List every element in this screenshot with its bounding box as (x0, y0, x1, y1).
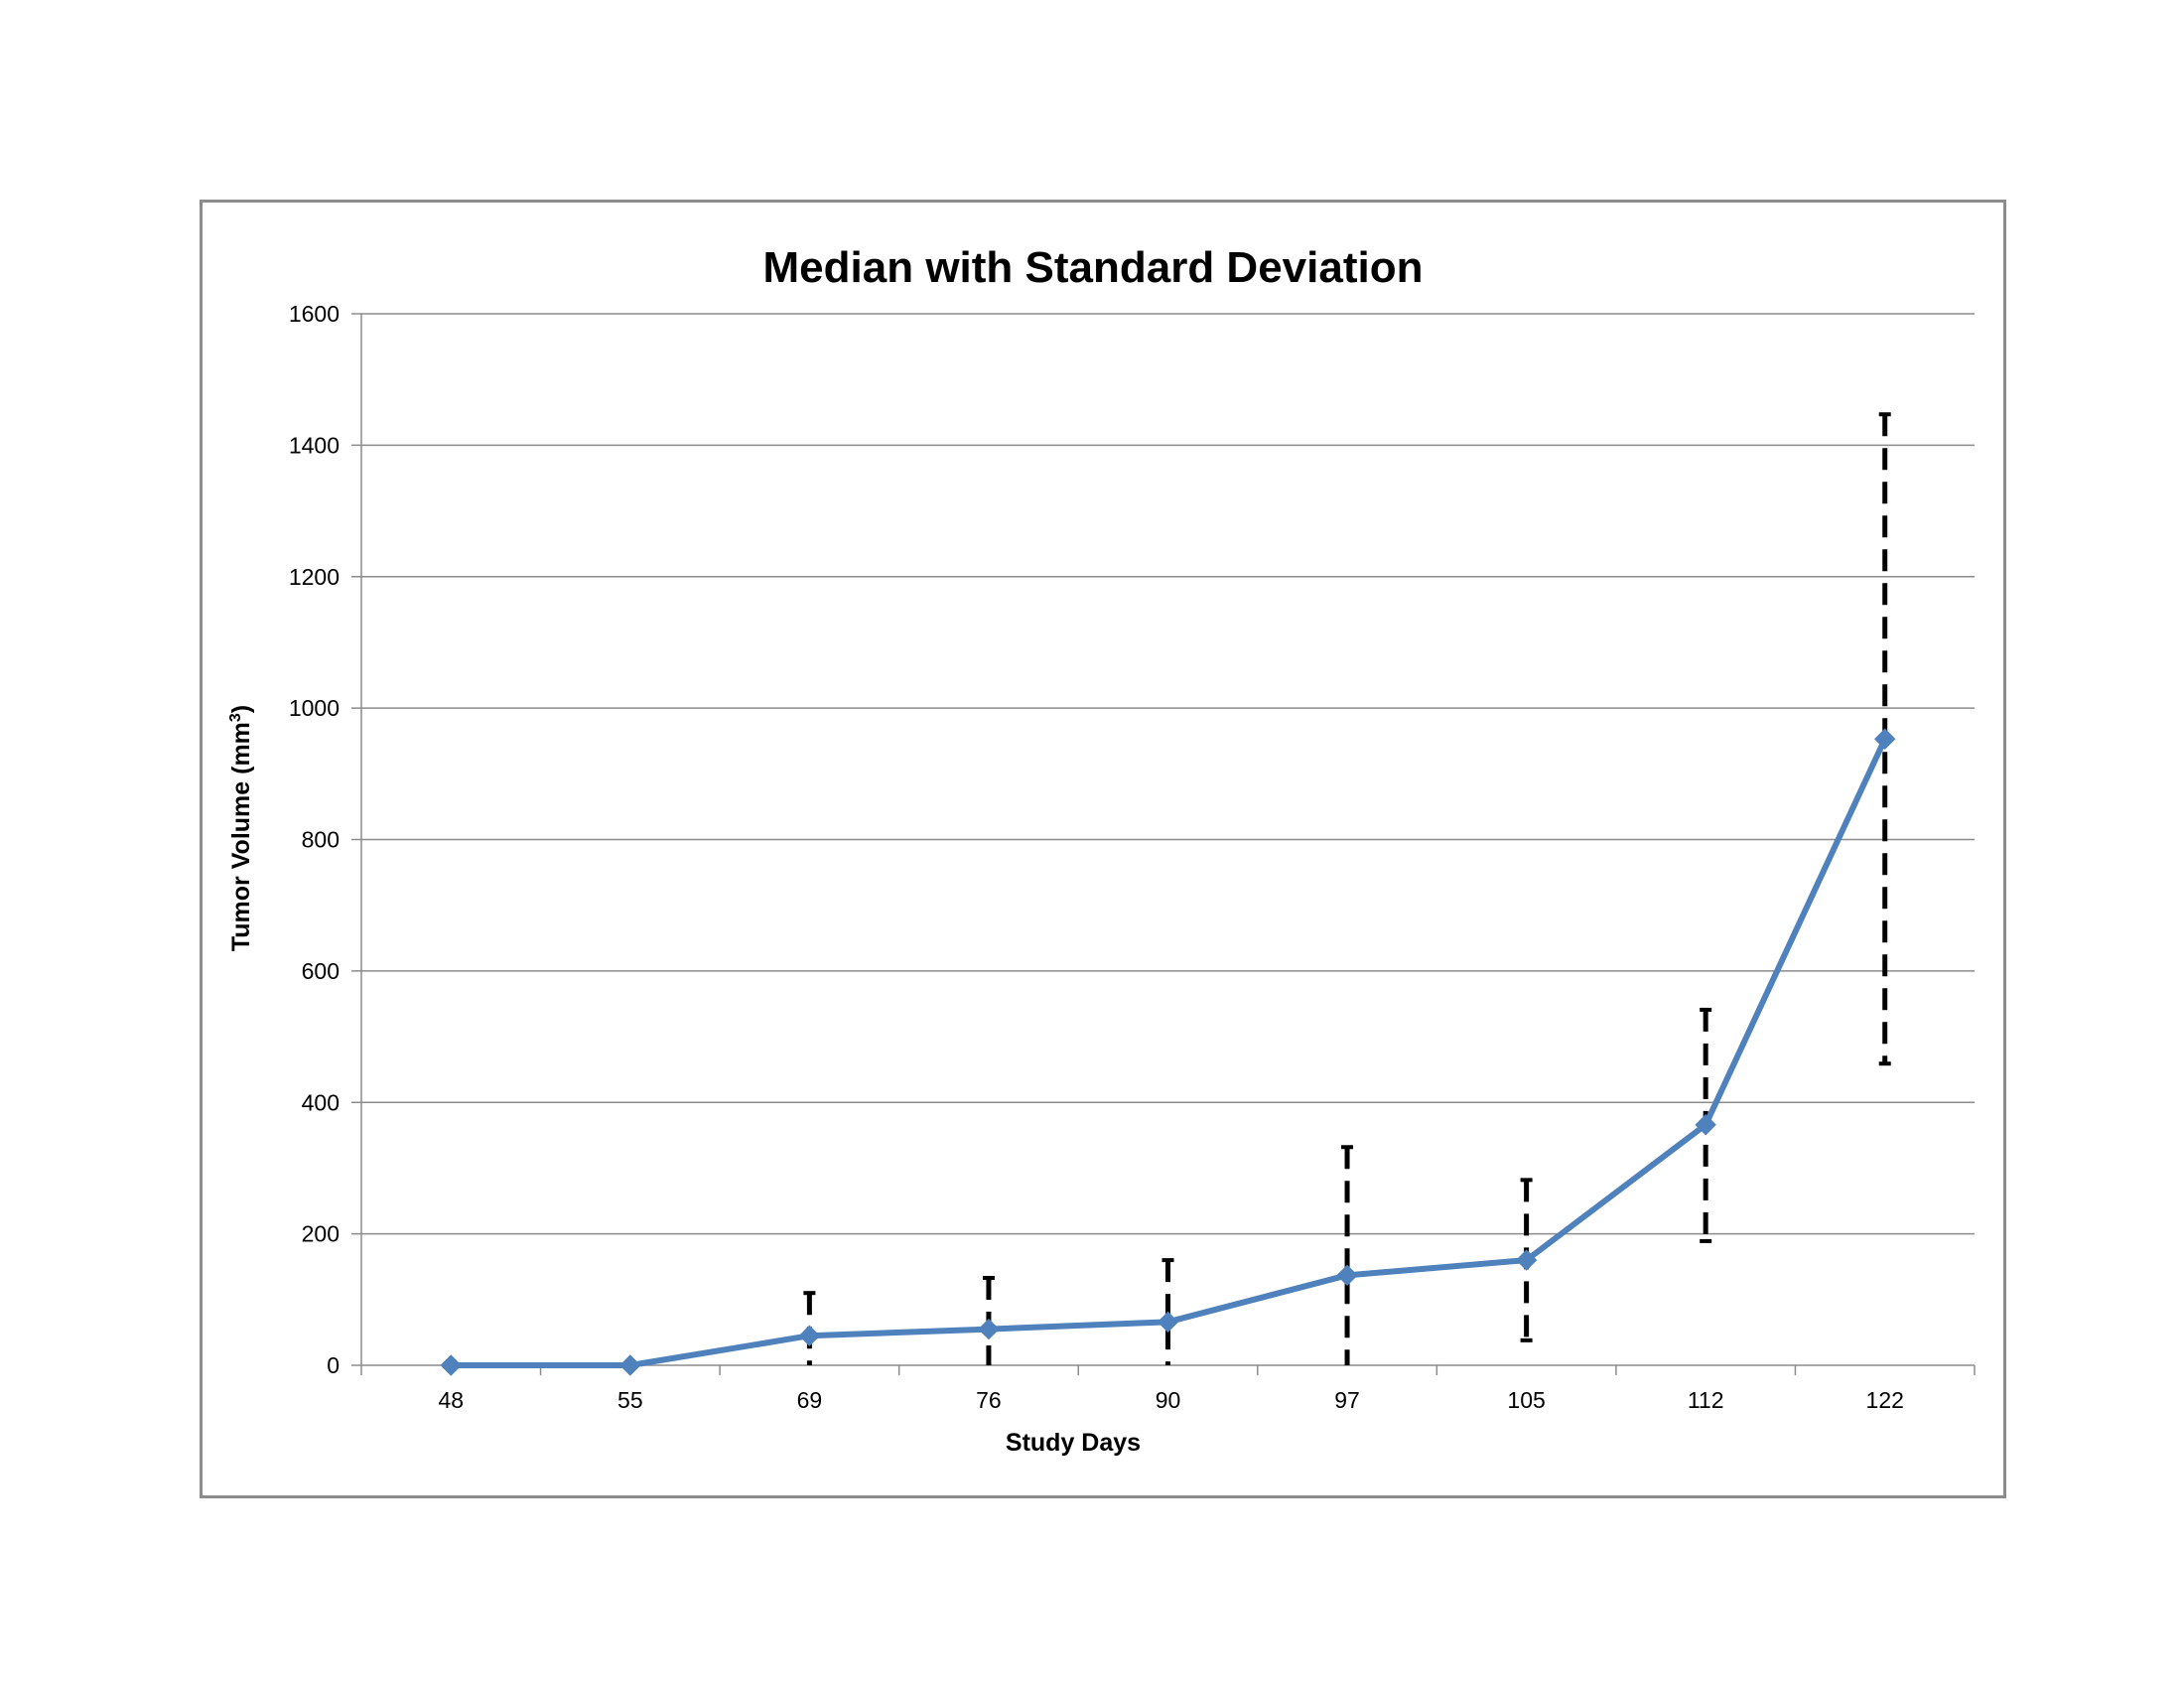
data-markers (440, 728, 1896, 1376)
y-tick-labels: 0 200 400 600 800 1000 1200 1400 1600 (289, 301, 340, 1378)
x-tick-label: 112 (1688, 1387, 1724, 1413)
x-tick-label: 48 (438, 1387, 464, 1413)
x-tick-label: 55 (617, 1387, 643, 1413)
y-axis-title-close: ) (227, 705, 255, 713)
data-point (1874, 728, 1896, 750)
data-point (1515, 1249, 1538, 1271)
x-tick-label: 105 (1507, 1387, 1545, 1413)
data-point (1695, 1114, 1716, 1136)
gridlines (361, 313, 1975, 1235)
y-axis-title: Tumor Volume (mm3) (227, 705, 255, 951)
y-axis-title-superscript: 3 (227, 713, 244, 722)
x-tick-label: 97 (1334, 1387, 1360, 1413)
data-point (619, 1354, 641, 1376)
axes (351, 313, 1976, 1375)
y-tick-label: 1200 (289, 564, 340, 590)
y-tick-label: 0 (327, 1352, 340, 1378)
y-tick-label: 1400 (289, 432, 340, 458)
chart-svg: Median with Standard Deviation Tumor Vol… (227, 243, 1976, 1457)
error-bars (803, 412, 1891, 1365)
y-tick-label: 600 (302, 958, 340, 984)
data-point (978, 1318, 1000, 1340)
y-tick-label: 800 (302, 827, 340, 853)
data-point (798, 1325, 821, 1346)
x-tick-label: 69 (797, 1387, 823, 1413)
x-tick-label: 90 (1156, 1387, 1181, 1413)
data-point (440, 1354, 462, 1376)
y-tick-label: 1000 (289, 695, 340, 721)
chart-title: Median with Standard Deviation (763, 243, 1424, 292)
data-point (1157, 1311, 1179, 1334)
y-tick-label: 400 (302, 1089, 340, 1115)
x-tick-labels: 48 55 69 76 90 97 105 112 122 (438, 1387, 1903, 1413)
x-tick-label: 76 (976, 1387, 1002, 1413)
x-tick-label: 122 (1866, 1387, 1904, 1413)
y-tick-label: 1600 (289, 301, 340, 327)
y-tick-label: 200 (302, 1221, 340, 1247)
x-axis-title: Study Days (1006, 1429, 1141, 1457)
data-point (1336, 1264, 1358, 1287)
chart-frame: Median with Standard Deviation Tumor Vol… (200, 200, 2006, 1498)
